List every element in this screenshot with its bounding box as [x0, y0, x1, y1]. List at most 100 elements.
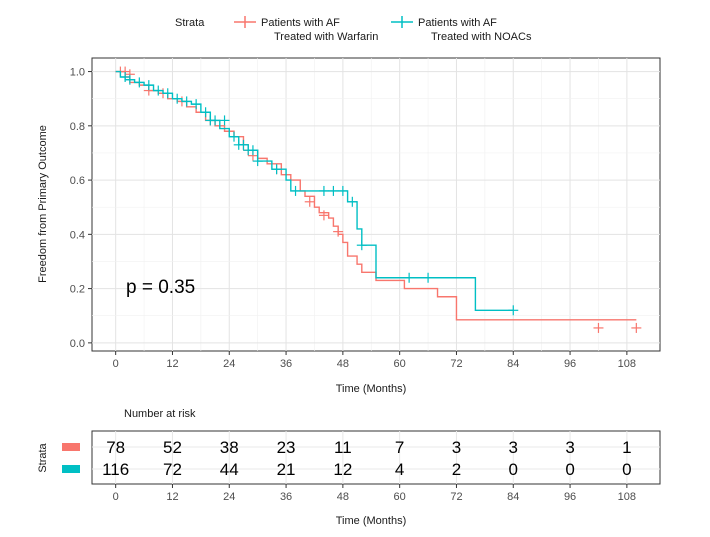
- y-tick-label: 0.4: [70, 229, 85, 241]
- risk-table-cell: 11: [334, 438, 352, 457]
- y-tick-label: 0.2: [70, 284, 85, 296]
- risk-row-color-key: [62, 465, 80, 473]
- risk-table-x-title: Time (Months): [336, 515, 407, 527]
- censor-mark-noacs: [290, 185, 301, 196]
- censor-mark-noacs: [162, 88, 173, 99]
- risk-table: Number at risk 78 52 38 23 11 7 3 3 3 1 116 72 44 21 1…: [37, 408, 661, 527]
- risk-table-y-title: Strata: [37, 442, 49, 472]
- censor-mark-warfarin: [593, 322, 604, 333]
- risk-table-cell: 0: [509, 460, 518, 479]
- risk-table-cells: 78 52 38 23 11 7 3 3 3 1 116 72 44 21 12 4 2 0 0 0: [102, 438, 631, 479]
- censor-mark-warfarin: [318, 210, 329, 221]
- censor-mark-noacs: [404, 272, 415, 283]
- risk-table-cell: 72: [163, 460, 182, 479]
- x-tick-label: 96: [564, 358, 576, 370]
- x-tick-label: 108: [618, 358, 636, 370]
- risk-x-tick-label: 0: [113, 491, 119, 503]
- y-tick-label: 0.0: [70, 338, 85, 350]
- risk-table-panel: [91, 430, 661, 485]
- risk-table-cell: 12: [333, 460, 352, 479]
- risk-table-cell: 7: [395, 438, 404, 457]
- legend: Strata Patients with AF Treated with War…: [175, 16, 532, 43]
- x-axis-ticks: 0 12 24 36 48 60 72 84 96 108: [113, 351, 636, 370]
- censor-mark-noacs: [191, 99, 202, 110]
- risk-table-grid: [92, 431, 660, 484]
- censor-mark-noacs: [124, 74, 135, 85]
- censor-mark-warfarin: [631, 322, 642, 333]
- censor-mark-noacs: [219, 115, 230, 126]
- survival-plot: 0.00.20.40.60.81.0 0 12 24 36 48 60 72 84 96 108 …: [37, 57, 661, 395]
- risk-table-cell: 3: [509, 438, 518, 457]
- legend-label-warfarin-line2: Treated with Warfarin: [274, 31, 378, 43]
- risk-x-tick-label: 84: [507, 491, 519, 503]
- x-tick-label: 48: [337, 358, 349, 370]
- x-axis-title: Time (Months): [336, 383, 407, 395]
- censor-mark-noacs: [328, 185, 339, 196]
- censor-mark-noacs: [347, 196, 358, 207]
- censor-mark-noacs: [356, 240, 367, 251]
- risk-x-tick-label: 96: [564, 491, 576, 503]
- p-value-annotation: p = 0.35: [126, 277, 195, 298]
- censor-mark-noacs: [252, 156, 263, 167]
- censor-mark-noacs: [143, 80, 154, 91]
- censor-mark-noacs: [172, 93, 183, 104]
- risk-table-row-keys: [62, 443, 80, 473]
- censor-mark-noacs: [200, 107, 211, 118]
- risk-table-cell: 44: [220, 460, 239, 479]
- censor-mark-noacs: [238, 139, 249, 150]
- risk-x-tick-label: 72: [450, 491, 462, 503]
- risk-x-tick-label: 60: [394, 491, 406, 503]
- censor-mark-noacs: [271, 164, 282, 175]
- legend-item-noacs: Patients with AF Treated with NOACs: [391, 16, 532, 43]
- risk-x-tick-label: 36: [280, 491, 292, 503]
- risk-table-cell: 116: [102, 460, 129, 479]
- censor-mark-noacs: [337, 185, 348, 196]
- risk-table-x-ticks: 0 12 24 36 48 60 72 84 96 108: [113, 484, 636, 503]
- risk-table-cell: 0: [622, 460, 631, 479]
- risk-table-cell: 0: [565, 460, 574, 479]
- censor-mark-noacs: [508, 305, 519, 316]
- censor-mark-noacs: [229, 131, 239, 142]
- censor-mark-noacs: [423, 272, 434, 283]
- x-tick-label: 72: [450, 358, 462, 370]
- risk-table-cell: 4: [395, 460, 404, 479]
- censor-mark-noacs: [134, 77, 145, 88]
- risk-table-cell: 78: [106, 438, 125, 457]
- y-axis-title: Freedom from Primary Outcome: [37, 125, 49, 283]
- risk-table-cell: 21: [277, 460, 296, 479]
- x-tick-label: 36: [280, 358, 292, 370]
- risk-table-title: Number at risk: [124, 408, 196, 420]
- y-tick-label: 1.0: [70, 67, 85, 79]
- censor-mark-warfarin: [333, 226, 344, 237]
- risk-x-tick-label: 24: [223, 491, 235, 503]
- legend-title: Strata: [175, 17, 205, 29]
- y-tick-label: 0.6: [70, 175, 85, 187]
- legend-item-warfarin: Patients with AF Treated with Warfarin: [234, 16, 378, 43]
- risk-table-cell: 3: [452, 438, 461, 457]
- x-tick-label: 12: [166, 358, 178, 370]
- risk-x-tick-label: 108: [618, 491, 636, 503]
- x-tick-label: 24: [223, 358, 235, 370]
- risk-x-tick-label: 12: [166, 491, 178, 503]
- risk-table-cell: 52: [163, 438, 182, 457]
- legend-label-warfarin-line1: Patients with AF: [261, 17, 340, 29]
- plot-grid: [92, 58, 660, 351]
- risk-table-cell: 2: [452, 460, 461, 479]
- censor-mark-noacs: [318, 185, 329, 196]
- survival-curves: [115, 66, 642, 333]
- risk-row-color-key: [62, 443, 80, 451]
- risk-table-cell: 1: [622, 438, 631, 457]
- censor-mark-noacs: [247, 145, 258, 156]
- risk-table-cell: 3: [565, 438, 574, 457]
- censor-mark-noacs: [181, 96, 192, 107]
- x-tick-label: 84: [507, 358, 519, 370]
- x-tick-label: 0: [113, 358, 119, 370]
- x-tick-label: 60: [394, 358, 406, 370]
- censor-mark-noacs: [153, 85, 164, 96]
- y-axis-ticks: 0.0 0.2 0.4 0.6 0.8 1.0: [70, 67, 92, 350]
- risk-table-cell: 23: [277, 438, 296, 457]
- risk-x-tick-label: 48: [337, 491, 349, 503]
- censor-mark-noacs: [120, 71, 131, 82]
